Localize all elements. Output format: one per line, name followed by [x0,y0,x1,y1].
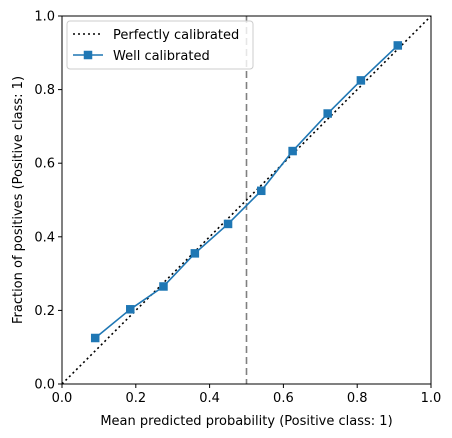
data-point [257,186,266,196]
x-tick-label: 0.2 [125,391,146,406]
y-axis-label: Fraction of positives (Positive class: 1… [11,76,26,324]
x-tick-label: 0.0 [52,391,73,406]
data-point [90,333,100,343]
data-point [223,219,233,229]
x-axis-label: Mean predicted probability (Positive cla… [100,414,392,429]
y-tick-label: 0.2 [34,304,55,319]
x-tick-label: 1.0 [421,391,442,406]
series-line-perfectly-calibrated [61,15,432,385]
plot-area [61,15,432,385]
legend-label-perfectly-calibrated: Perfectly calibrated [113,28,239,43]
legend-marker-well-calibrated [83,50,93,60]
y-tick-label: 0.0 [34,378,55,393]
data-point [288,146,297,156]
data-point [190,249,200,258]
y-tick-label: 0.6 [34,157,55,172]
y-tick-label: 0.8 [34,83,55,98]
x-tick-label: 0.4 [199,391,220,406]
legend-box [66,20,254,70]
data-point [126,305,135,314]
x-tick-label: 0.8 [347,391,368,406]
series-line-well-calibrated [94,44,399,339]
y-axis-ticks: 0.0 0.2 0.4 0.6 0.8 1.0 [34,10,62,393]
data-point [393,41,403,50]
x-axis-ticks: 0.0 0.2 0.4 0.6 0.8 1.0 [52,384,442,406]
data-point [159,282,168,291]
y-tick-label: 1.0 [34,10,55,25]
legend-label-well-calibrated: Well calibrated [113,49,210,64]
y-tick-label: 0.4 [34,230,55,245]
plot-frame [61,15,432,385]
data-point [356,76,366,85]
data-point [323,109,332,118]
legend: Perfectly calibrated Well calibrated [66,20,254,70]
x-tick-label: 0.6 [273,391,294,406]
